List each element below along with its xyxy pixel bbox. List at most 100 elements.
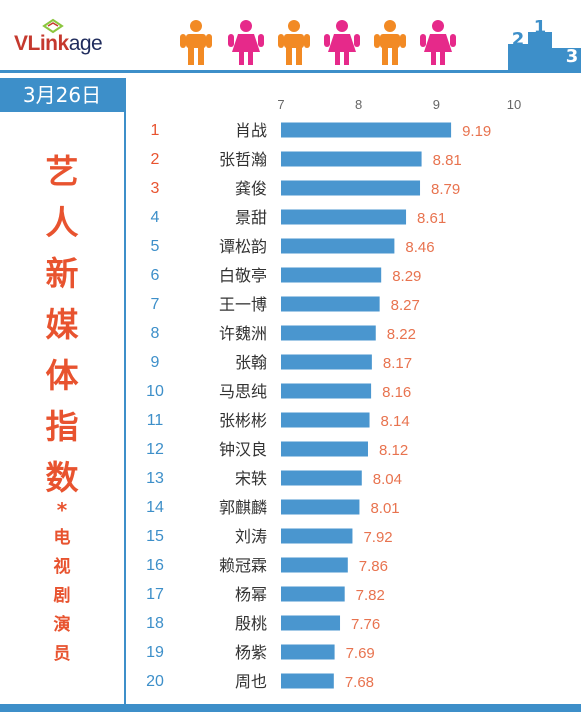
subtitle-char: 电 (53, 528, 71, 548)
female-person-icon (228, 20, 264, 65)
bar (281, 151, 422, 167)
bar (281, 354, 372, 370)
rank-number: 9 (151, 354, 160, 371)
vertical-divider (124, 78, 126, 704)
bar (281, 557, 348, 573)
logo-text-red: VLink (14, 32, 69, 55)
rank-number: 14 (146, 499, 164, 516)
subtitle-char: 员 (53, 644, 71, 664)
artist-name: 王一博 (219, 295, 267, 314)
rank-number: 3 (151, 180, 160, 197)
artist-name: 赖冠霖 (219, 556, 267, 575)
rank-number: 12 (146, 441, 164, 458)
artist-name: 龚俊 (235, 179, 267, 198)
rank-number: 16 (146, 557, 164, 574)
male-person-icon (374, 20, 406, 65)
artist-name: 张哲瀚 (219, 150, 267, 169)
value-label: 8.27 (391, 297, 420, 314)
title-char: 体 (45, 356, 79, 395)
value-label: 8.79 (431, 181, 460, 198)
bar (281, 267, 382, 283)
bar (281, 586, 345, 602)
value-label: 8.16 (382, 384, 411, 401)
header-divider (0, 70, 581, 73)
rank-number: 8 (151, 325, 160, 342)
artist-name: 谭松韵 (219, 237, 267, 256)
bar (281, 528, 353, 544)
rank-number: 18 (146, 615, 164, 632)
artist-name: 宋轶 (235, 469, 267, 488)
value-label: 9.19 (462, 123, 491, 140)
rank-number: 11 (147, 412, 164, 429)
podium-icon: 2 1 3 (508, 18, 581, 70)
value-label: 8.61 (417, 210, 446, 227)
value-label: 7.86 (359, 558, 388, 575)
value-label: 8.81 (433, 152, 462, 169)
artist-name: 许魏洲 (219, 324, 267, 343)
footer-bar (0, 704, 581, 712)
title-char: 新 (45, 254, 79, 293)
artist-name: 周也 (235, 672, 267, 691)
title-sub: 电 视 剧 演 员 (0, 524, 124, 669)
male-person-icon (278, 20, 310, 65)
value-label: 7.68 (345, 674, 374, 691)
rank-number: 2 (151, 151, 160, 168)
value-label: 7.82 (356, 587, 385, 604)
title-char: 人 (45, 203, 79, 242)
artist-name: 白敬亭 (219, 266, 267, 285)
rank-number: 20 (146, 673, 164, 690)
bar (281, 122, 452, 138)
artist-name: 殷桃 (235, 614, 267, 633)
title-char: 数 (45, 458, 79, 497)
rank-number: 1 (151, 122, 160, 139)
bar (281, 615, 341, 631)
value-label: 8.01 (370, 500, 399, 517)
bar (281, 383, 372, 399)
subtitle-char: 剧 (53, 586, 71, 606)
artist-name: 郭麒麟 (219, 498, 267, 517)
x-tick-label: 8 (355, 97, 362, 112)
title-char: 艺 (45, 152, 79, 191)
male-person-icon (180, 20, 212, 65)
podium-first: 1 (534, 18, 547, 38)
bar (281, 412, 370, 428)
rank-number: 19 (146, 644, 164, 661)
value-label: 8.14 (381, 413, 410, 430)
value-label: 8.12 (379, 442, 408, 459)
rank-number: 15 (146, 528, 164, 545)
value-label: 8.46 (405, 239, 434, 256)
date-badge: 3月26日 (0, 78, 124, 112)
x-tick-label: 10 (507, 97, 521, 112)
artist-name: 钟汉良 (219, 440, 267, 459)
artist-name: 刘涛 (235, 527, 267, 546)
rank-number: 17 (146, 586, 164, 603)
title-char: 媒 (45, 305, 79, 344)
value-label: 8.04 (373, 471, 402, 488)
value-label: 8.29 (392, 268, 421, 285)
artist-name: 景甜 (235, 208, 267, 227)
bar (281, 673, 334, 689)
artist-name: 张彬彬 (219, 411, 267, 430)
podium-second: 2 (512, 29, 525, 50)
rank-number: 5 (151, 238, 160, 255)
rank-number: 6 (151, 267, 160, 284)
subtitle-char: 视 (53, 557, 71, 577)
subtitle-char: 演 (53, 615, 71, 635)
logo-mark-icon (42, 18, 64, 34)
artist-name: 张翰 (235, 353, 267, 372)
value-label: 8.17 (383, 355, 412, 372)
female-person-icon (324, 20, 360, 65)
value-label: 7.69 (346, 645, 375, 662)
x-tick-label: 7 (277, 97, 284, 112)
podium-third: 3 (566, 46, 579, 67)
bar (281, 325, 376, 341)
title-star: * (56, 498, 68, 522)
bar (281, 470, 362, 486)
rank-number: 13 (146, 470, 164, 487)
female-person-icon (420, 20, 456, 65)
title-main: 艺 人 新 媒 体 指 数 (0, 146, 124, 503)
value-label: 7.76 (351, 616, 380, 633)
artist-name: 肖战 (235, 121, 267, 140)
bar (281, 238, 395, 254)
rank-number: 10 (146, 383, 164, 400)
